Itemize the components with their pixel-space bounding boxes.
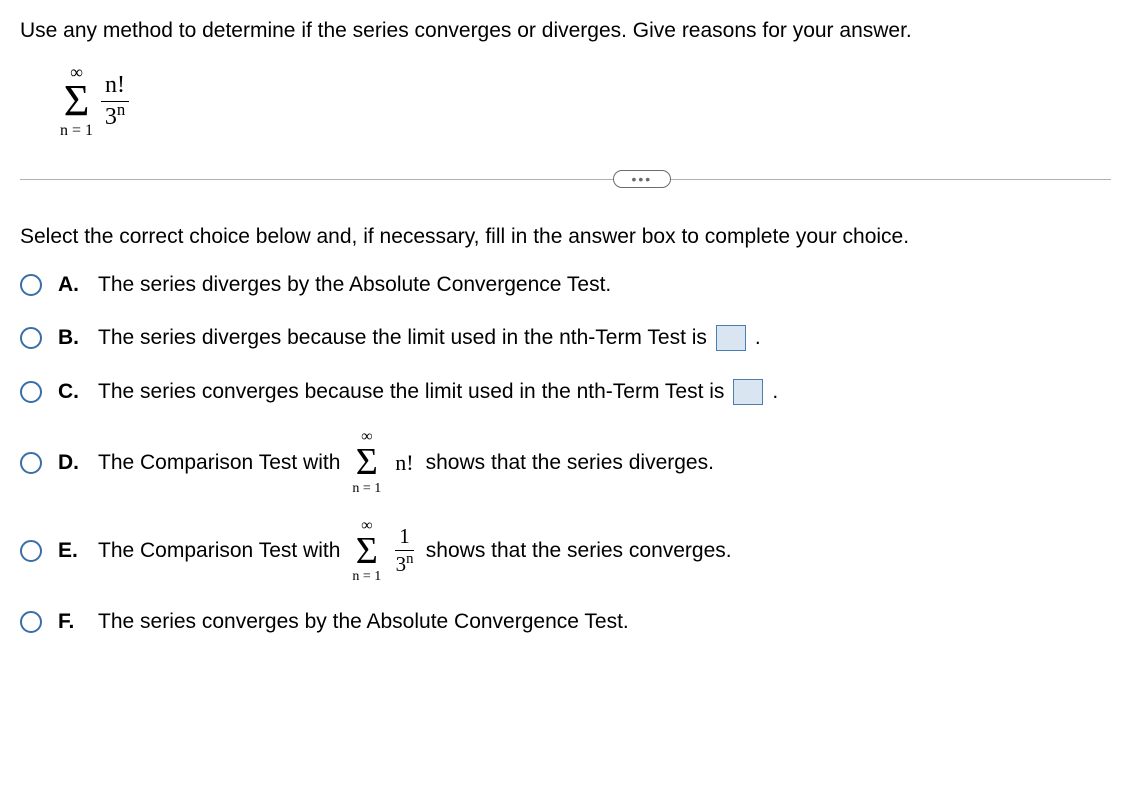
answer-box-c[interactable] [733, 379, 763, 405]
choice-letter: C. [58, 380, 82, 404]
radio-f[interactable] [20, 611, 42, 633]
choice-text: The series converges by the Absolute Con… [98, 606, 629, 638]
choice-letter: D. [58, 451, 82, 475]
expand-pill[interactable]: ••• [613, 170, 671, 188]
choice-letter: E. [58, 539, 82, 563]
radio-b[interactable] [20, 327, 42, 349]
sigma-symbol: Σ [64, 81, 90, 121]
inline-series-e: ∞ Σ n = 1 1 3n [352, 518, 413, 584]
inline-series-d: ∞ Σ n = 1 n! [352, 429, 413, 495]
choice-text: The Comparison Test with ∞ Σ n = 1 n! sh… [98, 429, 714, 495]
choice-b: B. The series diverges because the limit… [20, 322, 1111, 354]
series-denominator: 3n [105, 102, 125, 130]
choice-letter: A. [58, 273, 82, 297]
question-text: Use any method to determine if the serie… [20, 16, 1111, 45]
choice-c: C. The series converges because the limi… [20, 376, 1111, 408]
series-expression: ∞ Σ n = 1 n! 3n [60, 63, 1111, 139]
radio-e[interactable] [20, 540, 42, 562]
choice-e: E. The Comparison Test with ∞ Σ n = 1 1 … [20, 518, 1111, 584]
instruction-text: Select the correct choice below and, if … [20, 225, 1111, 249]
choice-text: The Comparison Test with ∞ Σ n = 1 1 3n … [98, 518, 732, 584]
radio-d[interactable] [20, 452, 42, 474]
choice-text: The series converges because the limit u… [98, 376, 778, 408]
sigma-lower: n = 1 [60, 123, 93, 139]
section-divider: ••• [20, 169, 1111, 189]
choice-text: The series diverges because the limit us… [98, 322, 761, 354]
choice-a: A. The series diverges by the Absolute C… [20, 269, 1111, 301]
series-fraction: n! 3n [101, 72, 129, 130]
choice-letter: B. [58, 326, 82, 350]
choice-letter: F. [58, 610, 82, 634]
choice-text: The series diverges by the Absolute Conv… [98, 269, 611, 301]
radio-c[interactable] [20, 381, 42, 403]
answer-box-b[interactable] [716, 325, 746, 351]
series-numerator: n! [101, 72, 129, 101]
choice-f: F. The series converges by the Absolute … [20, 606, 1111, 638]
choice-d: D. The Comparison Test with ∞ Σ n = 1 n!… [20, 429, 1111, 495]
radio-a[interactable] [20, 274, 42, 296]
